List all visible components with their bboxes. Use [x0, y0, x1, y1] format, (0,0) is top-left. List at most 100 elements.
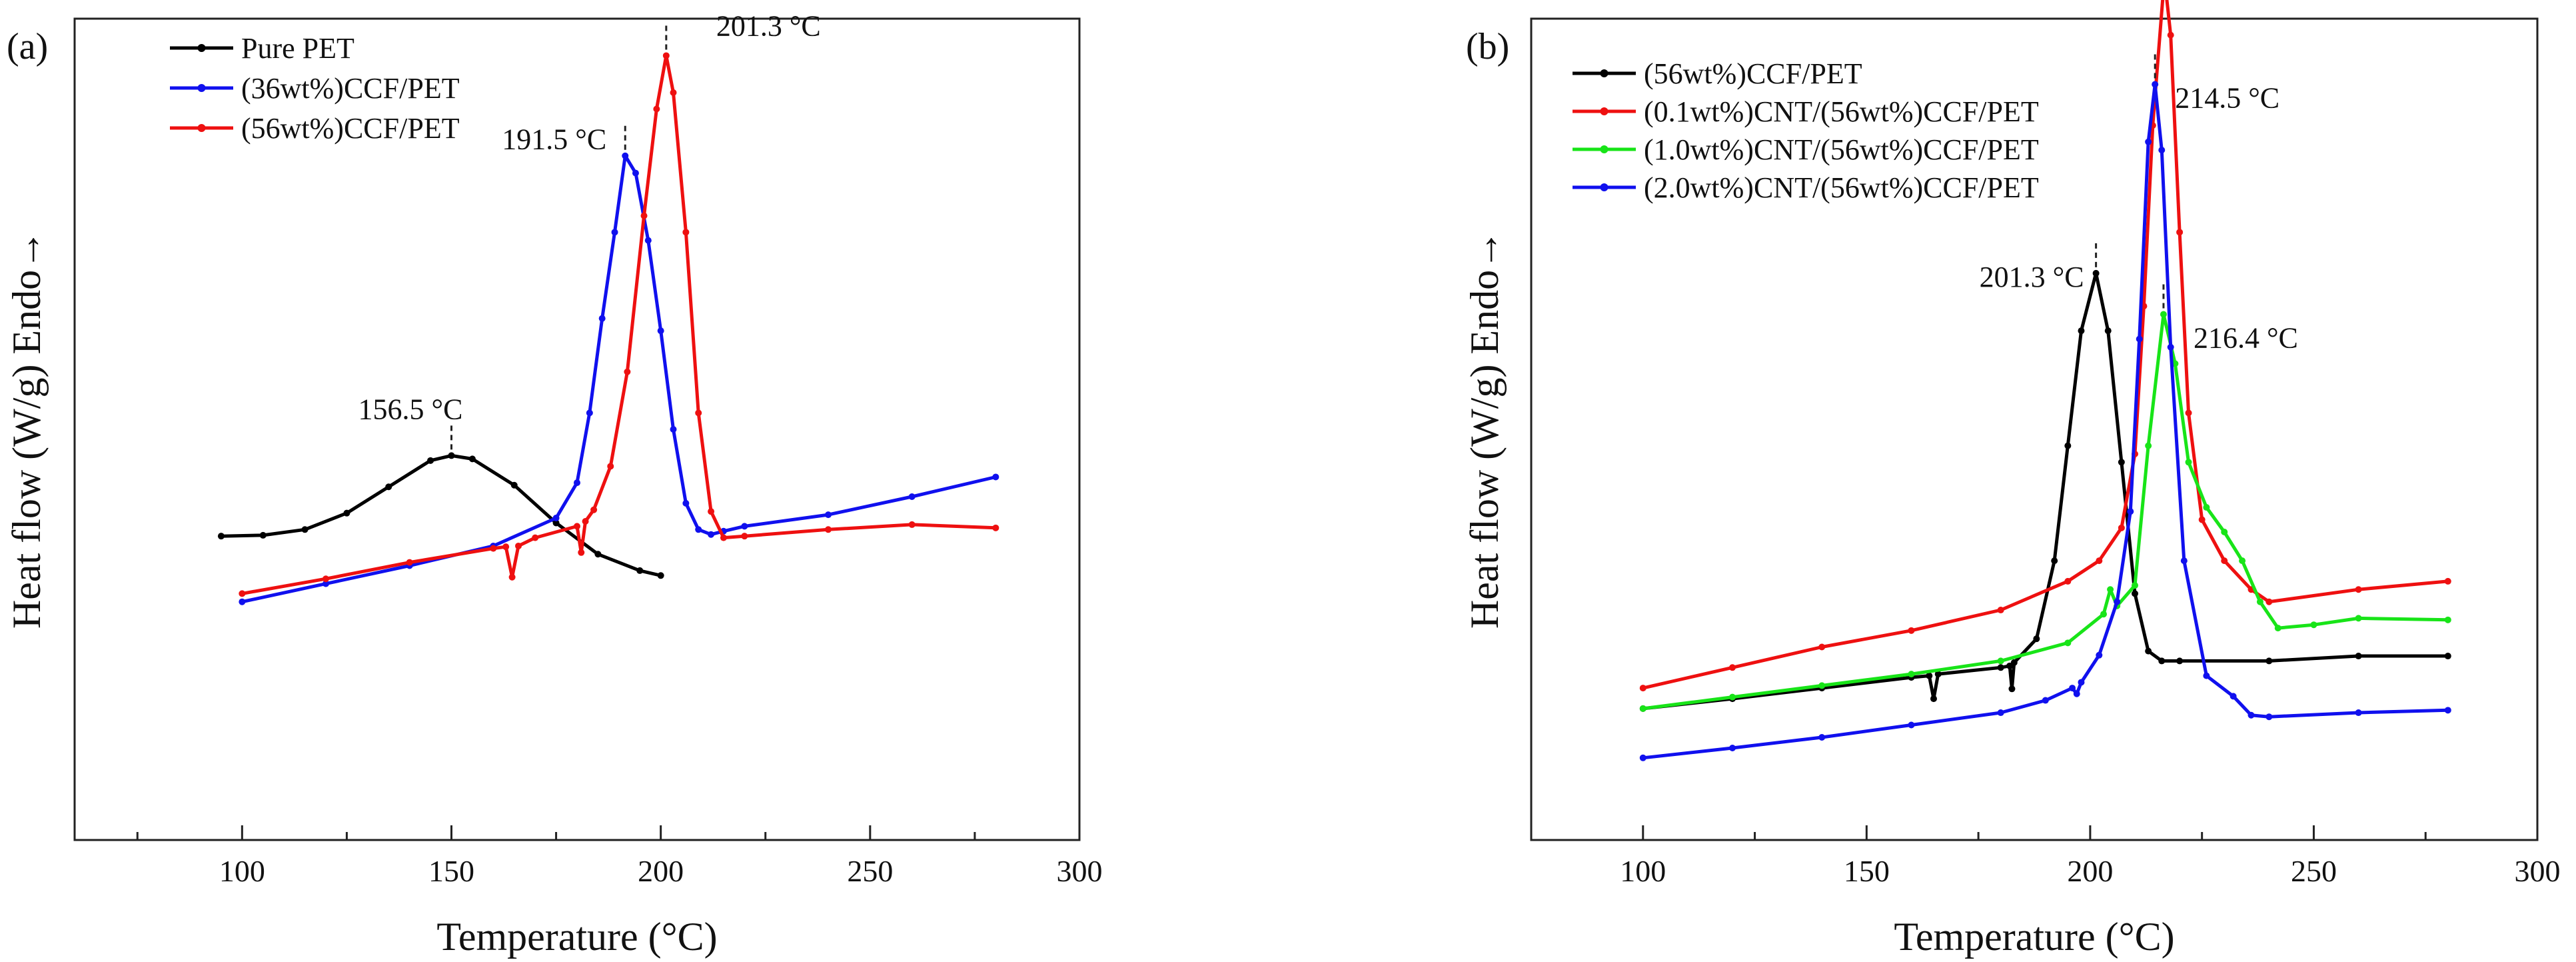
data-point: [2114, 598, 2121, 605]
data-point: [1639, 685, 1646, 692]
data-point: [2230, 693, 2237, 700]
data-point: [1729, 693, 1736, 701]
data-point: [2265, 598, 2273, 605]
data-point: [825, 511, 832, 519]
legend-entry: Pure PET: [170, 32, 354, 65]
data-point: [2355, 586, 2362, 593]
data-point: [582, 517, 589, 525]
data-point: [239, 598, 246, 605]
data-point: [2160, 311, 2167, 318]
legend-label: (36wt%)CCF/PET: [241, 72, 460, 105]
legend-marker: [197, 84, 206, 92]
data-point: [490, 545, 497, 552]
legend-label: (0.1wt%)CNT/(56wt%)CCF/PET: [1644, 95, 2039, 128]
peak-label: 156.5 °C: [358, 393, 463, 425]
data-point: [406, 559, 413, 566]
data-point: [1908, 671, 1915, 678]
data-point: [2158, 657, 2166, 665]
data-point: [2198, 516, 2206, 523]
data-point: [448, 452, 455, 459]
data-point: [2132, 590, 2138, 597]
x-tick-label-250: 250: [2291, 854, 2337, 888]
data-point: [2010, 659, 2018, 666]
data-point: [1729, 745, 1736, 752]
data-point: [2064, 442, 2072, 449]
data-point: [2051, 557, 2058, 565]
data-point: [2355, 709, 2362, 717]
legend-label: (1.0wt%)CNT/(56wt%)CCF/PET: [1644, 133, 2039, 166]
data-point: [632, 169, 639, 177]
data-point: [653, 105, 660, 113]
peak-label: 191.5 °C: [502, 123, 606, 156]
data-point: [2008, 685, 2016, 693]
data-point: [636, 567, 644, 574]
legend-marker: [1600, 107, 1609, 115]
legend-entry: (56wt%)CCF/PET: [170, 112, 460, 145]
data-point: [624, 368, 631, 375]
data-point: [2118, 524, 2125, 531]
data-point: [1997, 607, 2004, 614]
data-point: [259, 531, 267, 539]
data-point: [2152, 81, 2159, 88]
data-point: [825, 526, 832, 533]
peak-label: 216.4 °C: [2194, 322, 2298, 355]
series-4: [1639, 81, 2451, 761]
data-point: [515, 542, 522, 549]
data-point: [2096, 557, 2103, 565]
data-point: [708, 531, 715, 538]
data-point: [2221, 557, 2228, 565]
x-tick-label-300: 300: [1057, 854, 1103, 888]
data-point: [239, 590, 246, 597]
legend-entry: (56wt%)CCF/PET: [1573, 57, 1862, 90]
data-point: [2176, 229, 2184, 236]
data-point: [662, 52, 670, 59]
data-point: [720, 534, 727, 541]
data-point: [2145, 647, 2152, 655]
data-point: [2176, 657, 2184, 665]
panel-a-annotations: 156.5 °C 191.5 °C 201.3 °C: [358, 9, 821, 453]
legend-marker: [1600, 183, 1609, 191]
data-point: [2265, 657, 2273, 665]
x-tick-label-150: 150: [1844, 854, 1890, 888]
data-point: [2096, 651, 2103, 659]
x-tick-label-200: 200: [638, 854, 684, 888]
data-point: [2104, 327, 2112, 335]
data-point: [992, 473, 999, 481]
data-point: [1997, 657, 2004, 665]
data-point: [427, 457, 434, 464]
data-point: [2118, 459, 2125, 466]
data-point: [508, 573, 516, 581]
data-point: [682, 499, 690, 507]
data-point: [2355, 615, 2362, 622]
data-point: [2444, 707, 2451, 714]
panel-a-y-axis-label: Heat flow (W/g) Endo→: [5, 230, 49, 629]
data-point: [217, 533, 225, 540]
data-point: [2033, 635, 2040, 643]
x-tick-label-100: 100: [219, 854, 265, 888]
data-point: [2145, 442, 2152, 449]
panel-a: (a) 100 150 200 250 300 156.5 °C 191.5 °C 201.…: [5, 9, 1103, 959]
data-point: [992, 524, 999, 531]
data-point: [2158, 147, 2166, 154]
data-point: [1729, 664, 1736, 671]
data-point: [657, 327, 664, 335]
legend-marker: [197, 124, 206, 132]
data-point: [640, 212, 648, 219]
data-point: [1639, 705, 1646, 712]
panel-b-x-axis-label: Temperature (°C): [1894, 915, 2174, 959]
legend-label: (56wt%)CCF/PET: [1644, 57, 1862, 90]
data-point: [2265, 713, 2273, 721]
data-point: [908, 521, 916, 528]
data-point: [1908, 627, 1915, 634]
panel-b-label: (b): [1466, 26, 1509, 67]
data-point: [622, 152, 629, 159]
data-point: [682, 229, 690, 236]
series-line: [1641, 271, 2450, 711]
data-point: [2073, 690, 2080, 697]
data-point: [2310, 621, 2317, 629]
data-point: [708, 508, 715, 515]
data-point: [2064, 577, 2072, 585]
panel-a-label: (a): [7, 26, 48, 67]
